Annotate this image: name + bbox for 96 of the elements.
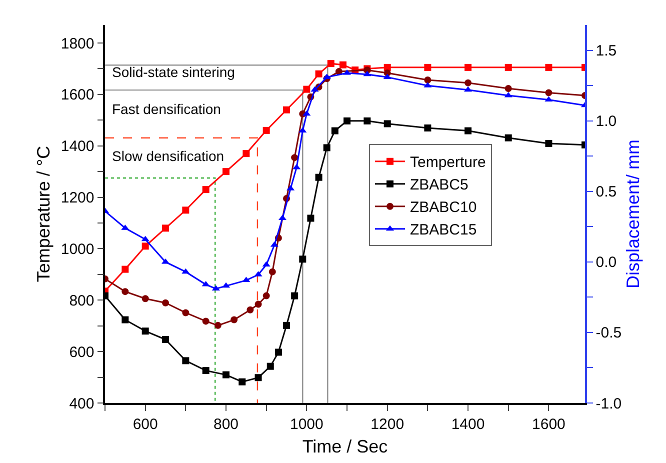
point [283,106,290,114]
point [292,164,301,170]
point [274,348,282,356]
y2-tick-label: 1.0 [596,113,617,130]
point [298,127,307,133]
y2-tick-label: 1.5 [596,42,617,60]
y-tick-label: 1400 [60,138,94,156]
y2-axis-title: Displacement/ mm [623,139,644,289]
point [214,322,222,329]
point [141,236,150,242]
point [291,292,298,300]
point [302,110,311,116]
point [545,89,552,96]
point [162,299,169,306]
point [230,316,238,324]
point [262,126,270,134]
point [268,268,276,276]
point [364,117,371,124]
point [142,328,149,335]
point [315,70,322,78]
point [504,134,512,142]
point [182,357,190,364]
y-axis-title: Temperature / °C [34,146,54,282]
point [545,64,552,71]
point [122,266,129,273]
point [464,79,472,86]
y-tick-label: 400 [69,395,94,412]
point [162,224,169,232]
point [266,362,274,370]
point [202,186,210,194]
point [283,322,290,329]
point [504,64,512,71]
legend-label: Temperture [410,154,486,172]
point [242,276,250,282]
point [202,367,210,374]
point [384,120,391,128]
point [424,124,432,132]
y-tick-label: 1600 [60,86,94,104]
point [254,300,262,308]
legend-label: ZBABC10 [410,199,477,216]
point [339,61,346,68]
point [262,261,270,267]
point [307,214,314,222]
y-tick-label: 1200 [60,190,94,207]
point [222,371,230,378]
point [299,256,306,263]
y-tick-label: 600 [69,344,94,361]
annotation: Slow densification [112,148,224,164]
point [142,242,149,250]
y2-tick-label: 0.0 [596,254,617,272]
x-tick-label: 1200 [370,416,404,433]
point [323,144,330,152]
x-tick-label: 1400 [451,416,485,433]
y-tick-label: 1000 [60,240,94,258]
point [424,76,432,84]
y2-tick-label: -0.5 [596,324,622,342]
y2-tick-label: -1.0 [596,395,622,412]
point [464,127,472,134]
point [182,268,190,274]
legend-label: ZBABC15 [410,222,477,239]
x-tick-label: 800 [213,416,239,433]
point [464,64,472,71]
point [303,86,310,93]
point [246,306,254,314]
y-tick-label: 800 [69,292,94,310]
point [222,168,230,176]
point [291,154,298,162]
point [202,318,210,325]
y-tick-label: 1800 [60,35,94,52]
point [122,288,129,296]
x-tick-label: 1000 [290,416,324,433]
y2-tick-label: 0.5 [596,184,617,201]
point [242,150,250,158]
point [262,292,270,300]
point [315,174,322,181]
point [504,84,512,92]
point [545,140,552,147]
point [238,378,246,386]
point [122,316,129,324]
point [162,336,169,344]
point [363,70,372,76]
point [182,309,190,316]
annotation: Solid-state sintering [112,64,235,80]
point [182,206,190,214]
point [344,117,351,124]
annotation: Fast densification [112,101,221,117]
point [254,374,262,382]
x-tick-label: 1600 [532,416,566,433]
point [424,64,432,71]
point [142,295,149,302]
legend-label: ZBABC5 [410,176,468,194]
x-axis-title: Time / Sec [302,436,388,456]
x-tick-label: 600 [132,416,158,433]
point [331,127,338,134]
point [310,86,319,92]
point [327,60,334,68]
